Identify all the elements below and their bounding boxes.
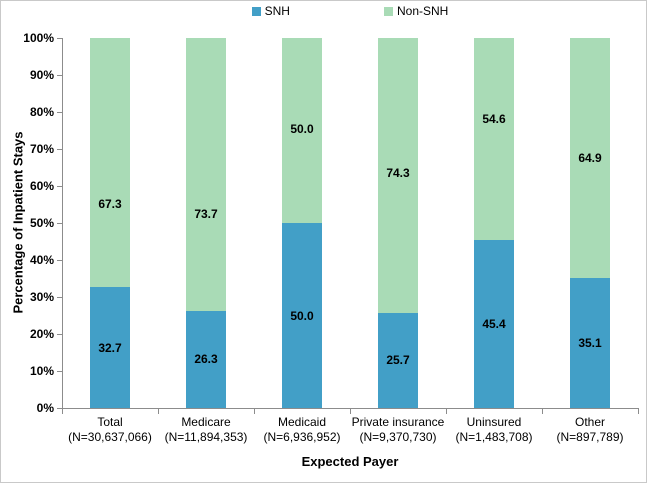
y-axis-tick-label: 50% [29,216,54,230]
y-axis-tick-label: 70% [29,142,54,156]
value-label-snh: 50.0 [290,308,314,323]
x-axis-category-label: Medicaid (N=6,936,952) [222,415,382,445]
category-name: Private insurance [351,415,445,429]
value-label-snh: 26.3 [194,352,218,367]
y-axis-tick-label: 30% [29,290,54,304]
x-axis-tick [542,409,543,414]
value-label-snh: 25.7 [386,353,410,368]
category-n: (N=1,483,708) [455,430,533,444]
x-axis-tick [638,409,639,414]
value-label-snh: 32.7 [98,340,122,355]
category-name: Total [97,415,123,429]
x-axis-category-label: Total (N=30,637,066) [30,415,190,445]
y-axis-tick-label: 0% [36,401,54,415]
x-axis-tick [62,409,63,414]
bar-segment-snh [474,240,514,408]
value-label-non-snh: 50.0 [290,122,314,137]
legend: SNH Non-SNH [62,3,638,19]
category-n: (N=897,789) [556,430,624,444]
y-axis-tick [57,223,62,224]
y-axis-tick [57,38,62,39]
category-n: (N=11,894,353) [164,430,248,444]
bar-segment-non-snh [90,38,130,287]
category-n: (N=9,370,730) [359,430,437,444]
category-n: (N=6,936,952) [263,430,341,444]
x-axis-category-label: Medicare (N=11,894,353) [126,415,286,445]
bar-segment-non-snh [378,38,418,313]
y-axis-tick [57,149,62,150]
y-axis-tick [57,408,62,409]
bar-segment-snh [378,312,418,408]
legend-swatch-non-snh-icon [383,6,393,16]
value-label-non-snh: 64.9 [578,150,602,165]
y-axis-tick-label: 60% [29,179,54,193]
y-axis-tick-label: 10% [29,364,54,378]
category-name: Medicare [181,415,231,429]
x-axis-tick [350,409,351,414]
x-axis-tick [446,409,447,414]
y-axis-tick [57,112,62,113]
y-axis-tick [57,260,62,261]
category-n: (N=30,637,066) [68,430,152,444]
value-label-non-snh: 67.3 [98,197,122,212]
bar-segment-non-snh [474,38,514,241]
y-axis-tick [57,75,62,76]
value-label-snh: 45.4 [482,317,506,331]
x-axis-tick [254,409,255,414]
bar-segment-snh [90,287,130,408]
legend-label-snh: SNH [264,4,290,18]
x-axis-line [62,408,639,409]
category-name: Medicaid [277,415,327,429]
legend-label-non-snh: Non-SNH [396,4,449,18]
x-axis-tick [158,409,159,414]
value-label-non-snh: 73.7 [194,207,218,222]
category-name: Uninsured [466,415,522,429]
y-axis-tick [57,297,62,298]
y-axis-tick-label: 40% [29,253,54,267]
value-label-non-snh: 74.3 [386,166,410,181]
y-axis-tick [57,371,62,372]
category-name: Other [574,415,605,429]
y-axis-tick-label: 20% [29,327,54,341]
legend-swatch-snh-icon [251,6,261,16]
bar-segment-snh [570,278,610,408]
y-axis-tick-label: 100% [23,31,54,45]
legend-item-snh: SNH [251,4,290,18]
y-axis-tick [57,334,62,335]
y-axis-tick-label: 90% [29,68,54,82]
bar-segment-snh [186,310,226,408]
x-axis-category-label: Uninsured (N=1,483,708) [414,415,574,445]
bar-segment-non-snh [282,38,322,223]
y-axis-tick [57,186,62,187]
bar-segment-non-snh [186,38,226,311]
y-axis-tick-label: 80% [29,105,54,119]
bar-segment-non-snh [570,38,610,279]
legend-item-non-snh: Non-SNH [383,4,449,18]
x-axis-title: Expected Payer [301,454,399,469]
x-axis-category-label: Private insurance (N=9,370,730) [318,415,478,445]
value-label-non-snh: 54.6 [482,112,506,127]
bar-segment-snh [282,223,322,408]
y-axis-line [62,38,63,409]
x-axis-category-label: Other (N=897,789) [510,415,646,445]
value-label-snh: 35.1 [578,336,602,351]
